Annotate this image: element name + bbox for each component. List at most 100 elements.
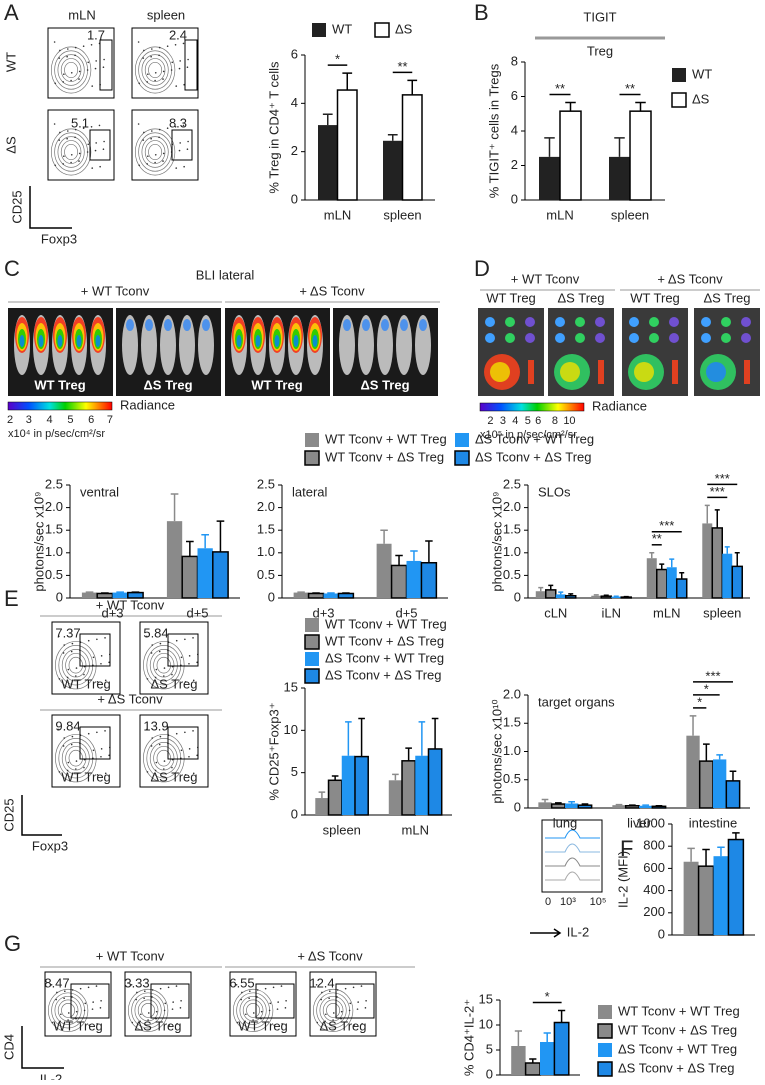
colorbar-tick: 4: [512, 415, 518, 427]
event-dot: [151, 48, 153, 50]
bar: [329, 780, 342, 815]
chart-title: SLOs: [538, 484, 571, 499]
bar: [591, 596, 601, 598]
bar: [389, 780, 402, 815]
error-bar: [732, 833, 739, 840]
legend-label: WT Tconv + ΔS Treg: [325, 633, 444, 648]
event-dot: [54, 123, 56, 125]
event-dot: [241, 992, 243, 994]
y-tick-label: 0.5: [45, 567, 63, 582]
column-header: mLN: [68, 7, 95, 22]
event-dot: [140, 1013, 142, 1015]
event-dot: [91, 44, 93, 46]
organ: [595, 317, 605, 327]
y-tick-label: 0: [56, 589, 63, 604]
y-axis-label: photons/sec x10⁹: [31, 491, 46, 591]
event-dot: [187, 59, 189, 61]
image-label: WT Treg: [630, 290, 680, 305]
y-tick-label: 10: [479, 1016, 493, 1031]
y-tick-label: 0: [291, 191, 298, 206]
event-dot: [152, 989, 154, 991]
event-dot: [325, 1013, 327, 1015]
error-bar: [544, 1033, 551, 1042]
event-dot: [135, 999, 137, 1001]
colorbar-tick: 6: [535, 415, 541, 427]
event-dot: [353, 987, 355, 989]
event-dot: [79, 71, 81, 73]
event-dot: [131, 1022, 133, 1024]
event-dot: [285, 1007, 287, 1009]
group-header: + WT Tconv: [81, 283, 150, 298]
y-tick-label: 2.0: [503, 686, 521, 701]
event-dot: [74, 137, 76, 139]
event-dot: [147, 155, 149, 157]
event-dot: [150, 56, 152, 58]
significance-label: **: [652, 531, 662, 546]
event-dot: [365, 1007, 367, 1009]
bar: [652, 806, 665, 808]
event-dot: [138, 83, 140, 85]
event-dot: [265, 988, 267, 990]
event-dot: [164, 1010, 166, 1012]
axis-label: Foxp3: [32, 838, 68, 853]
event-dot: [154, 80, 156, 82]
legend-swatch: [312, 23, 326, 37]
event-dot: [99, 166, 101, 168]
organ: [490, 362, 510, 382]
event-dot: [189, 655, 191, 657]
gate-value: 2.4: [169, 27, 187, 42]
event-dot: [75, 47, 77, 49]
bar: [315, 798, 328, 815]
bar: [546, 590, 556, 598]
event-dot: [179, 68, 181, 70]
event-dot: [143, 997, 145, 999]
event-dot: [59, 678, 61, 680]
event-dot: [71, 651, 73, 653]
event-dot: [171, 767, 173, 769]
y-axis-label: IL-2 (MFI): [615, 851, 630, 908]
error-bar: [705, 505, 710, 523]
event-dot: [95, 60, 97, 62]
bar: [309, 593, 324, 598]
colorbar-tick: 7: [107, 414, 113, 426]
error-bar: [703, 744, 710, 761]
y-tick-label: 4: [511, 122, 518, 137]
error-bar: [735, 553, 740, 567]
y-axis-label: % Treg in CD4⁺ T cells: [266, 61, 281, 194]
bar: [407, 561, 422, 598]
event-dot: [253, 1012, 255, 1014]
chart-title: ventral: [80, 484, 119, 499]
organ: [649, 333, 659, 343]
y-axis-label: % TIGIT⁺ cells in Tregs: [486, 63, 501, 198]
signal: [145, 319, 153, 331]
event-dot: [155, 72, 157, 74]
event-dot: [72, 736, 74, 738]
event-dot: [62, 163, 64, 165]
event-dot: [171, 674, 173, 676]
event-dot: [142, 57, 144, 59]
axis-label: IL-2: [40, 1071, 62, 1080]
event-dot: [96, 985, 98, 987]
organ: [575, 333, 585, 343]
signal: [20, 335, 25, 347]
event-dot: [76, 760, 78, 762]
organ: [629, 333, 639, 343]
event-dot: [88, 987, 90, 989]
signal: [77, 335, 82, 347]
y-tick-label: 1.0: [257, 544, 275, 559]
error-bar: [690, 716, 697, 736]
event-dot: [172, 1008, 174, 1010]
signal: [58, 335, 63, 347]
organ: [555, 333, 565, 343]
significance-label: *: [545, 989, 550, 1004]
colorbar-tick: 10: [563, 415, 575, 427]
significance-label: ***: [710, 484, 725, 499]
event-dot: [146, 163, 148, 165]
organ: [598, 360, 604, 384]
event-dot: [176, 733, 178, 735]
event-dot: [192, 637, 194, 639]
event-dot: [179, 150, 181, 152]
y-tick-label: 0: [268, 589, 275, 604]
gate-value: 8.47: [44, 975, 69, 990]
event-dot: [147, 771, 149, 773]
